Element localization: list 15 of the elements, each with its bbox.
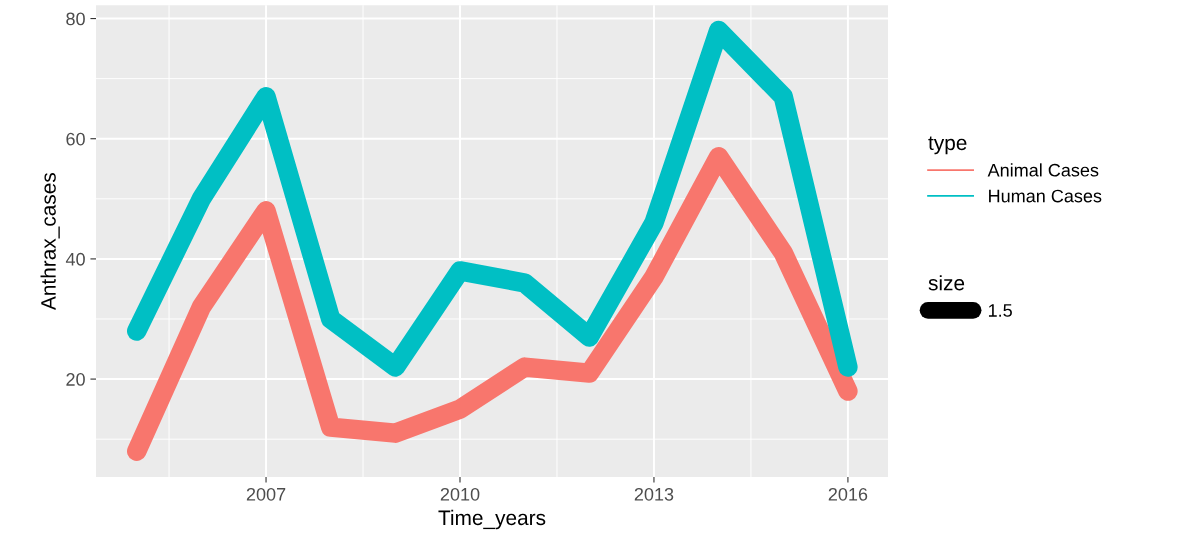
text: 1.5 xyxy=(988,304,1012,317)
x-tick-label: 2016 xyxy=(828,487,868,501)
y-tick-label: 60 xyxy=(66,132,85,146)
y-tick-label: 80 xyxy=(66,12,85,26)
x-axis-title: Time_years xyxy=(438,509,546,530)
x-tick-label: 2013 xyxy=(634,487,674,501)
y-axis-title: Anthrax_cases xyxy=(40,173,60,311)
legend-label: Human Cases xyxy=(989,189,1102,203)
y-tick-label: 40 xyxy=(65,252,85,266)
x-tick-label: 2010 xyxy=(440,487,480,501)
text: size xyxy=(928,275,965,291)
x-tick-label: 2007 xyxy=(246,487,286,501)
legend-title: type xyxy=(928,136,967,155)
legend-label: Animal Cases xyxy=(987,163,1099,177)
y-tick-label: 20 xyxy=(66,373,85,386)
